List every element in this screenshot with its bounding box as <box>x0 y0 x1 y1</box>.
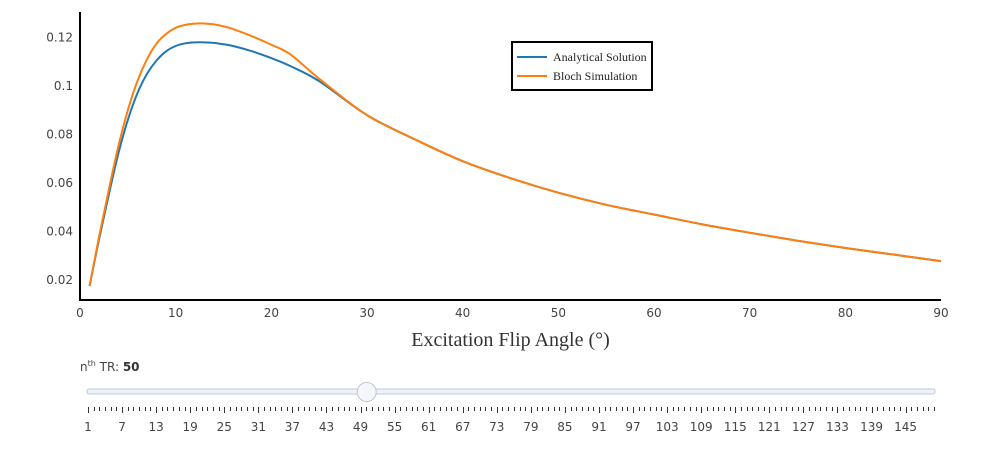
x-axis-ticks: 0 10 20 30 40 50 60 70 80 90 <box>76 306 948 320</box>
slider-tick-label: 13 <box>148 420 163 434</box>
slider-tick-label: 115 <box>724 420 747 434</box>
x-tick-label: 60 <box>646 306 661 320</box>
slider-tick-label: 25 <box>217 420 232 434</box>
legend-box <box>511 41 653 91</box>
slider-tick-label: 31 <box>251 420 266 434</box>
slider-tick-label: 79 <box>523 420 538 434</box>
y-tick-label: 0.02 <box>46 273 73 287</box>
y-tick-label: 0.1 <box>54 79 73 93</box>
tr-slider[interactable]: 1 7 13 19 25 31 37 43 49 55 61 67 73 79 85 91 97 103 109 11… <box>84 382 936 435</box>
x-tick-label: 50 <box>551 306 566 320</box>
slider-track[interactable] <box>86 388 936 395</box>
slider-tick-label: 37 <box>285 420 300 434</box>
x-tick-label: 10 <box>168 306 183 320</box>
slider-label: nth TR: 50 <box>80 359 140 374</box>
slider-tick-label: 109 <box>690 420 713 434</box>
slider-tick-label: 145 <box>894 420 917 434</box>
y-tick-label: 0.06 <box>46 176 73 190</box>
x-tick-label: 40 <box>455 306 470 320</box>
plot-area <box>88 22 942 287</box>
y-tick-label: 0.08 <box>46 128 73 142</box>
slider-tick-label: 55 <box>387 420 402 434</box>
slider-tick-label: 85 <box>557 420 572 434</box>
y-tick-label: 0.12 <box>46 31 73 45</box>
slider-tick-label: 133 <box>826 420 849 434</box>
slider-tick-label: 19 <box>183 420 198 434</box>
legend-label-analytical: Analytical Solution <box>553 50 647 64</box>
x-tick-label: 80 <box>838 306 853 320</box>
slider-label-prefix: n <box>80 360 88 374</box>
legend-label-bloch: Bloch Simulation <box>553 69 637 83</box>
x-tick-label: 20 <box>264 306 279 320</box>
slider-label-suffix: TR: <box>95 360 123 374</box>
slider-tick-label: 121 <box>758 420 781 434</box>
y-tick-label: 0.04 <box>46 225 73 239</box>
slider-label-sup: th <box>87 359 96 368</box>
axes <box>79 12 941 301</box>
slider-handle[interactable] <box>356 382 377 402</box>
series-line-bloch <box>88 22 942 287</box>
slider-ticks: 1 7 13 19 25 31 37 43 49 55 61 67 73 79 85 91 97 103 109 11… <box>84 407 935 434</box>
slider-tick-label: 139 <box>860 420 883 434</box>
slider-tick-label: 127 <box>792 420 815 434</box>
x-tick-label: 0 <box>76 306 84 320</box>
slider-tick-label: 67 <box>455 420 470 434</box>
slider-tick-label: 103 <box>656 420 679 434</box>
y-axis-ticks: 0.02 0.04 0.06 0.08 0.1 0.12 <box>46 31 73 288</box>
slider-tick-label: 49 <box>353 420 368 434</box>
x-tick-label: 90 <box>933 306 948 320</box>
x-axis-title: Excitation Flip Angle (°) <box>411 329 610 351</box>
slider-tick-label: 61 <box>421 420 436 434</box>
slider-tick-label: 97 <box>625 420 640 434</box>
slider-current-value: 50 <box>122 360 140 374</box>
x-tick-label: 70 <box>742 306 757 320</box>
slider-tick-label: 73 <box>489 420 504 434</box>
slider-tick-label: 91 <box>591 420 606 434</box>
x-tick-label: 30 <box>359 306 374 320</box>
slider-tick-label: 43 <box>319 420 334 434</box>
legend: Analytical Solution Bloch Simulation <box>511 41 653 91</box>
slider-tick-label: 7 <box>118 420 126 434</box>
slider-tick-label: 1 <box>84 420 92 434</box>
